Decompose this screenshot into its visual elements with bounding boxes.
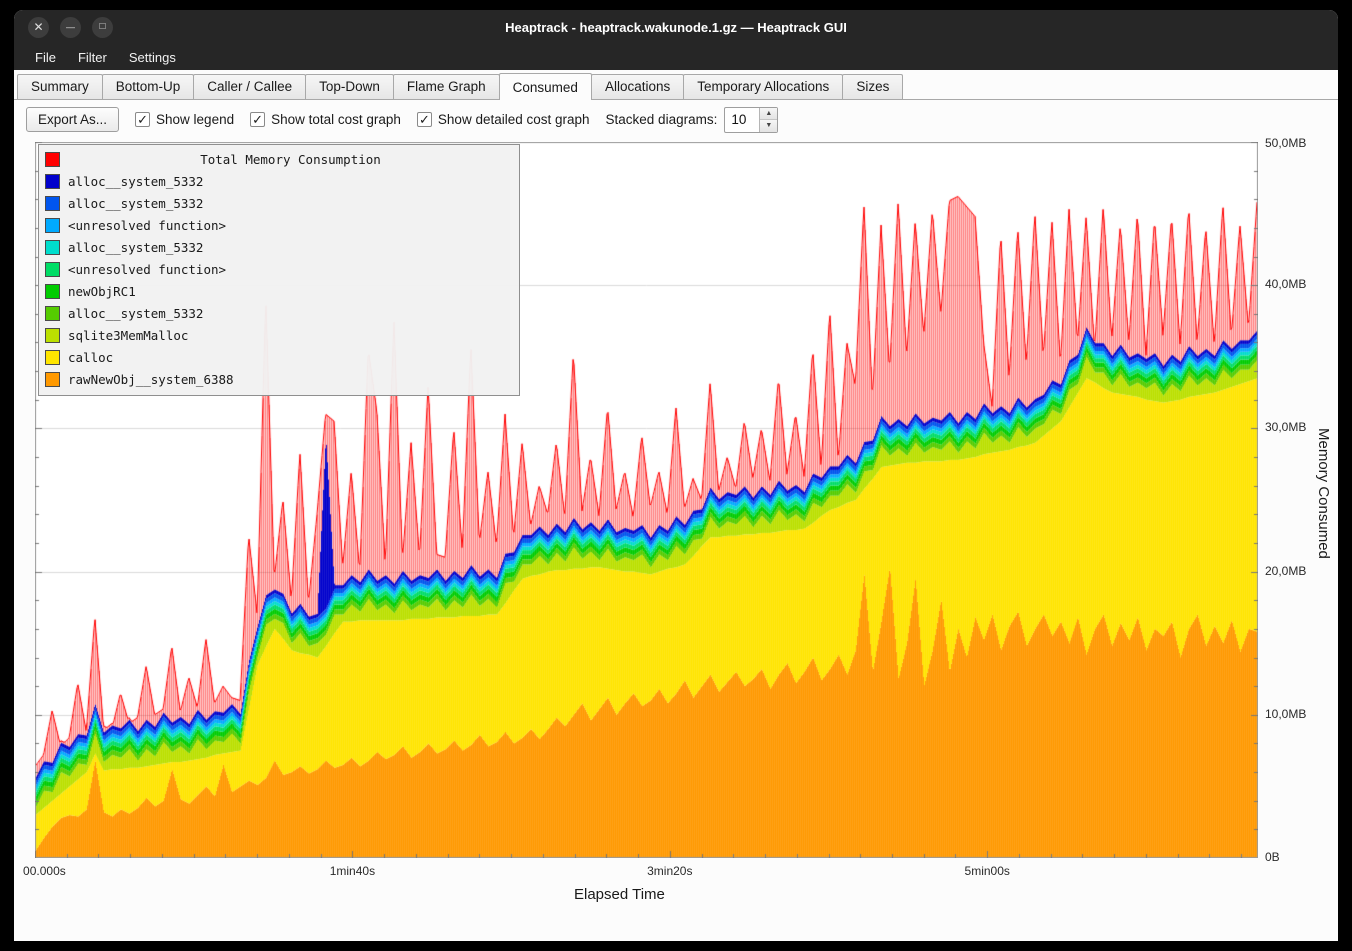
spinner-buttons: ▲ ▼: [759, 107, 778, 132]
legend-title-row: Total Memory Consumption: [45, 148, 513, 170]
show-total-cost-checkbox[interactable]: ✓: [250, 112, 266, 127]
y-tick-label: 0B: [1265, 850, 1280, 864]
show-total-cost-checkbox-group: ✓ Show total cost graph: [250, 112, 401, 127]
legend-item: rawNewObj__system_6388: [45, 368, 513, 390]
legend-item-label: rawNewObj__system_6388: [68, 371, 234, 387]
series-swatch: [45, 261, 60, 277]
series-swatch: [45, 327, 60, 343]
legend-item: alloc__system_5332: [45, 302, 513, 324]
series-swatch: [45, 305, 60, 321]
stacked-diagrams-value[interactable]: 10: [731, 112, 747, 127]
legend-item: <unresolved function>: [45, 258, 513, 280]
legend-item-label: alloc__system_5332: [68, 305, 204, 321]
show-legend-checkbox[interactable]: ✓: [135, 112, 151, 127]
x-tick-label: 3min20s: [647, 864, 693, 878]
tab-summary[interactable]: Summary: [17, 74, 103, 99]
series-swatch: [45, 195, 60, 211]
legend-item: sqlite3MemMalloc: [45, 324, 513, 346]
menu-settings[interactable]: Settings: [128, 49, 176, 65]
show-detailed-cost-checkbox-group: ✓ Show detailed cost graph: [416, 112, 590, 127]
legend-item-label: alloc__system_5332: [68, 239, 204, 255]
show-legend-checkbox-group: ✓ Show legend: [135, 112, 234, 127]
legend-item-label: <unresolved function>: [68, 217, 227, 233]
total-memory-swatch: [45, 151, 60, 167]
legend-item: newObjRC1: [45, 280, 513, 302]
menu-filter[interactable]: Filter: [77, 49, 107, 65]
tab-temporary-allocations[interactable]: Temporary Allocations: [683, 74, 844, 99]
x-tick-label: 1min40s: [329, 864, 376, 878]
show-detailed-cost-label[interactable]: Show detailed cost graph: [437, 112, 590, 127]
y-tick-label: 30,0MB: [1265, 420, 1307, 435]
tab-consumed[interactable]: Consumed: [498, 73, 592, 100]
tab-flame-graph[interactable]: Flame Graph: [392, 74, 500, 99]
series-swatch: [45, 283, 60, 299]
stacked-diagrams-spinbox[interactable]: 10 ▲ ▼: [724, 106, 779, 133]
show-legend-label[interactable]: Show legend: [156, 112, 235, 127]
legend-item-label: sqlite3MemMalloc: [68, 327, 189, 343]
titlebar[interactable]: ✕ — □ Heaptrack - heaptrack.wakunode.1.g…: [14, 10, 1338, 44]
tab-caller-callee[interactable]: Caller / Callee: [193, 74, 307, 99]
legend-item: <unresolved function>: [45, 214, 513, 236]
x-tick-label: 00.000s: [23, 864, 66, 878]
tab-top-down[interactable]: Top-Down: [305, 74, 394, 99]
memory-consumption-chart: Total Memory Consumption alloc__system_5…: [14, 136, 1338, 939]
legend-item-label: alloc__system_5332: [68, 195, 204, 211]
show-detailed-cost-checkbox[interactable]: ✓: [416, 112, 432, 127]
window-title: Heaptrack - heaptrack.wakunode.1.gz — He…: [505, 19, 847, 35]
window-controls: ✕ — □: [28, 10, 113, 44]
legend-item-label: newObjRC1: [68, 283, 136, 299]
x-tick-label: 5min00s: [964, 864, 1010, 878]
minimize-icon[interactable]: —: [60, 16, 81, 38]
spin-down-icon[interactable]: ▼: [760, 120, 778, 132]
legend-item: alloc__system_5332: [45, 236, 513, 258]
series-swatch: [45, 217, 60, 233]
y-tick-label: 20,0MB: [1265, 563, 1307, 578]
stacked-diagrams-group: Stacked diagrams: 10 ▲ ▼: [605, 106, 779, 133]
tab-bar: Summary Bottom-Up Caller / Callee Top-Do…: [14, 70, 1338, 100]
tab-bottom-up[interactable]: Bottom-Up: [101, 74, 195, 99]
spin-up-icon[interactable]: ▲: [760, 107, 778, 120]
series-swatch: [45, 349, 60, 365]
series-swatch: [45, 371, 60, 387]
chart-legend: Total Memory Consumption alloc__system_5…: [38, 144, 520, 396]
y-tick-label: 50,0MB: [1265, 136, 1307, 150]
toolbar: Export As... ✓ Show legend ✓ Show total …: [14, 100, 1338, 138]
menubar: File Filter Settings: [14, 44, 1338, 70]
stacked-diagrams-label: Stacked diagrams:: [605, 112, 718, 127]
show-total-cost-label[interactable]: Show total cost graph: [271, 112, 401, 127]
legend-item: alloc__system_5332: [45, 170, 513, 192]
close-icon[interactable]: ✕: [28, 16, 49, 38]
tab-allocations[interactable]: Allocations: [590, 74, 685, 99]
series-swatch: [45, 173, 60, 189]
legend-item-label: calloc: [68, 349, 114, 365]
maximize-icon[interactable]: □: [92, 16, 113, 38]
tab-sizes[interactable]: Sizes: [842, 74, 904, 99]
legend-title: Total Memory Consumption: [200, 151, 381, 167]
y-axis-title: Memory Consumed: [1315, 428, 1332, 559]
legend-item-label: <unresolved function>: [68, 261, 227, 277]
menu-file[interactable]: File: [35, 49, 56, 65]
export-as-button[interactable]: Export As...: [26, 107, 120, 132]
x-axis-title: Elapsed Time: [574, 886, 665, 903]
y-tick-label: 10,0MB: [1265, 706, 1307, 721]
app-window: ✕ — □ Heaptrack - heaptrack.wakunode.1.g…: [14, 10, 1338, 941]
legend-item: calloc: [45, 346, 513, 368]
series-swatch: [45, 239, 60, 255]
legend-item: alloc__system_5332: [45, 192, 513, 214]
legend-item-label: alloc__system_5332: [68, 173, 204, 189]
y-tick-label: 40,0MB: [1265, 277, 1307, 292]
